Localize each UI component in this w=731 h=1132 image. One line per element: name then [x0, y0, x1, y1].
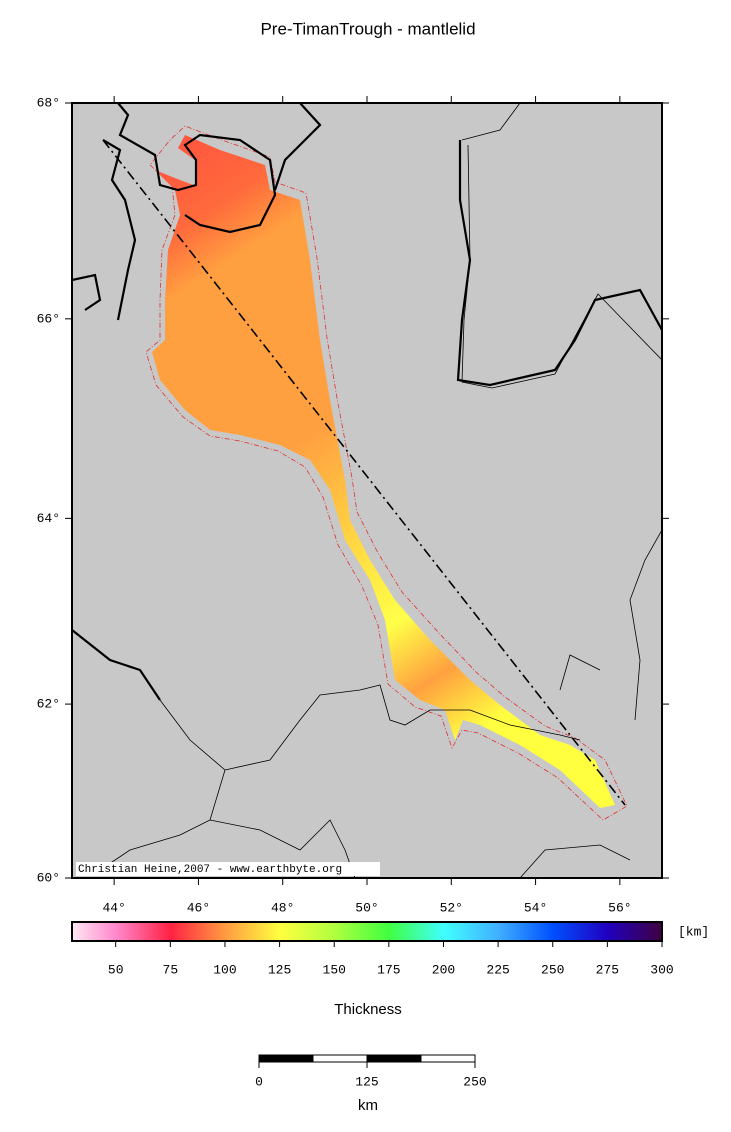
colorbar-unit: [km]: [678, 924, 709, 939]
x-tick-label: 44°: [102, 900, 125, 915]
x-tick-label: 52°: [440, 900, 463, 915]
scalebar-segment: [312, 1054, 368, 1063]
y-tick-label: 62°: [37, 697, 60, 712]
x-tick-label: 50°: [355, 900, 378, 915]
colorbar-tick-label: 175: [377, 962, 400, 977]
colorbar-tick-label: 150: [323, 962, 346, 977]
cross-section-line: [102, 139, 626, 806]
colorbar-tick-label: 200: [432, 962, 455, 977]
x-tick-label: 54°: [524, 900, 547, 915]
scalebar-tick-label: 125: [355, 1074, 378, 1089]
colorbar-tick-label: 225: [486, 962, 509, 977]
title: Pre-TimanTrough - mantlelid: [260, 19, 475, 38]
rivers-borders: [99, 103, 662, 878]
trough-thickness: [152, 135, 615, 808]
y-tick-label: 68°: [37, 95, 60, 110]
scalebar-tick-label: 250: [463, 1074, 486, 1089]
y-tick-label: 64°: [37, 511, 60, 526]
y-tick-label: 66°: [37, 311, 60, 326]
y-tick-label: 60°: [37, 870, 60, 885]
credit-background: [76, 862, 380, 876]
x-tick-label: 48°: [271, 900, 294, 915]
scalebar-segment: [366, 1054, 422, 1063]
colorbar-tick-label: 50: [108, 962, 124, 977]
scalebar-unit: km: [358, 1097, 378, 1114]
credit: Christian Heine,2007 - www.earthbyte.org: [78, 864, 342, 876]
x-tick-label: 46°: [187, 900, 210, 915]
colorbar-tick-label: 75: [163, 962, 179, 977]
scalebar-segment: [258, 1054, 314, 1063]
scalebar-segment: [420, 1054, 476, 1063]
x-tick-label: 56°: [608, 900, 631, 915]
colorbar-tick-label: 125: [268, 962, 291, 977]
colorbar-tick-label: 100: [213, 962, 236, 977]
colorbar-tick-label: 250: [541, 962, 564, 977]
scalebar-tick-label: 0: [255, 1074, 263, 1089]
colorbar-tick-label: 275: [596, 962, 619, 977]
colorbar: [71, 921, 663, 942]
colorbar-label: Thickness: [334, 1001, 402, 1018]
colorbar-tick-label: 300: [650, 962, 673, 977]
map-layers: [72, 103, 662, 878]
